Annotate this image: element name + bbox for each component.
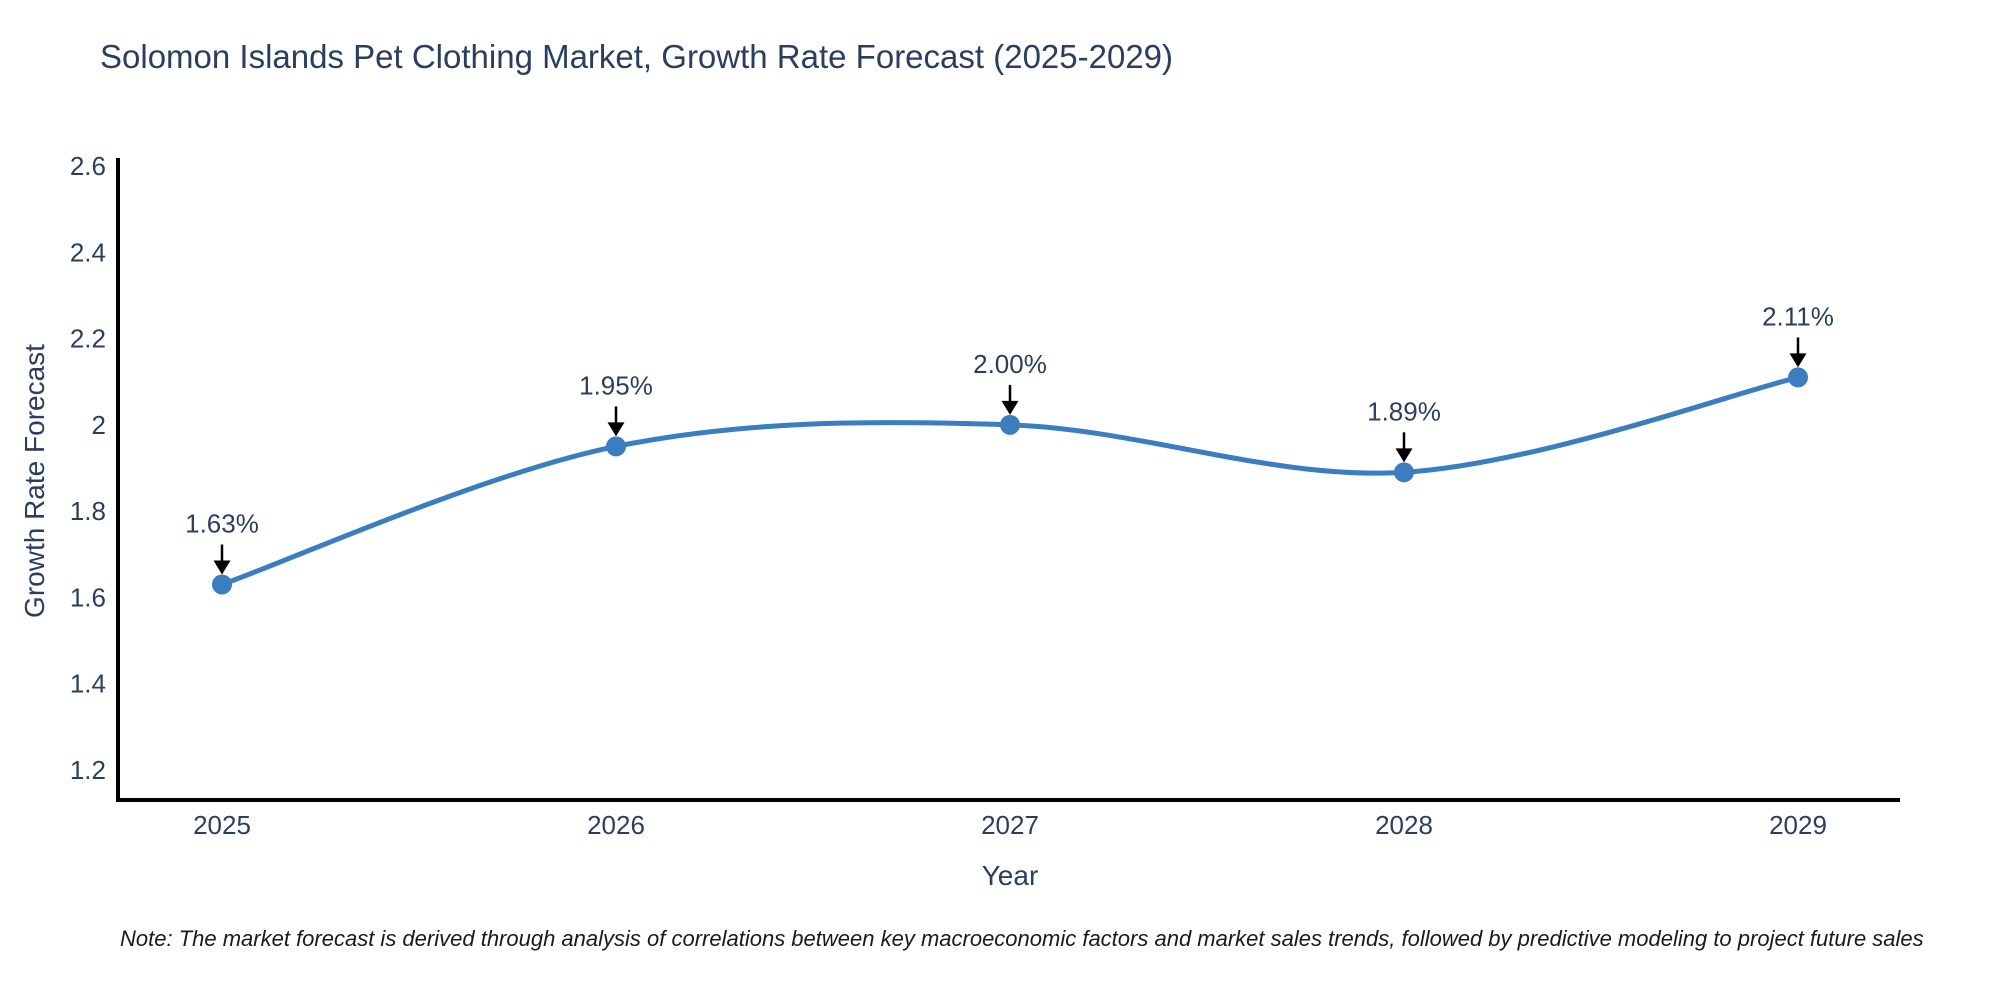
- x-tick-label: 2029: [1769, 810, 1827, 840]
- y-tick-label: 2.4: [70, 237, 106, 267]
- y-tick-label: 2.2: [70, 324, 106, 354]
- data-point-marker: [1788, 367, 1808, 388]
- x-tick-label: 2026: [587, 810, 645, 840]
- annotation-arrow-head: [1001, 400, 1019, 415]
- data-point-marker: [1000, 414, 1020, 435]
- y-tick-label: 2: [92, 410, 106, 440]
- y-tick-label: 1.2: [70, 755, 106, 785]
- footnote: Note: The market forecast is derived thr…: [120, 926, 1924, 951]
- x-tick-label: 2027: [981, 810, 1039, 840]
- y-tick-label: 1.8: [70, 496, 106, 526]
- axis-lines: [116, 158, 1900, 802]
- annotation-arrow-head: [213, 560, 231, 575]
- y-tick-label: 1.4: [70, 669, 106, 699]
- data-point-label: 2.11%: [1762, 301, 1834, 331]
- x-axis-title: Year: [981, 860, 1039, 891]
- y-tick-label: 2.6: [70, 151, 106, 181]
- annotation-arrow-head: [1789, 353, 1807, 368]
- data-point-label: 1.95%: [579, 370, 653, 400]
- annotation-arrow-head: [607, 422, 625, 437]
- data-point-label: 1.89%: [1367, 396, 1441, 426]
- data-point-marker: [606, 436, 626, 457]
- y-tick-label: 1.6: [70, 582, 106, 612]
- x-tick-label: 2025: [193, 810, 251, 840]
- chart-title: Solomon Islands Pet Clothing Market, Gro…: [100, 38, 1174, 75]
- data-point-label: 1.63%: [185, 508, 259, 538]
- data-point-marker: [212, 574, 232, 595]
- data-point-label: 2.00%: [973, 349, 1047, 379]
- x-tick-label: 2028: [1375, 810, 1433, 840]
- data-point-marker: [1394, 462, 1414, 483]
- annotation-arrow-head: [1395, 448, 1413, 463]
